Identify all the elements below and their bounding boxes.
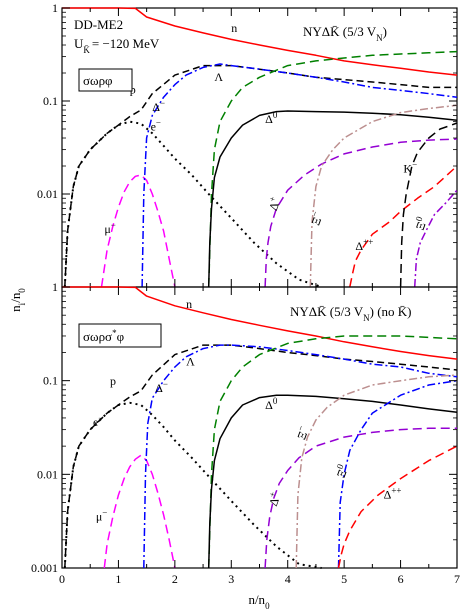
series-Delta+	[264, 427, 457, 569]
y-axis-title: ni/n0	[8, 288, 27, 312]
label-Delta+: Δ+	[264, 195, 283, 212]
y-tick-label: 0.1	[43, 94, 58, 108]
y-tick-label: 1	[52, 280, 58, 294]
label-Delta-: Δ−	[155, 379, 168, 395]
series-e-	[63, 120, 322, 288]
y-tick-label: 0.01	[37, 467, 58, 481]
series-mu-	[100, 174, 176, 288]
x-tick-label: 2	[172, 572, 178, 586]
bottom-mesons-label: σωρσ*φ	[83, 328, 124, 344]
top-mesons-label: σωρφ	[83, 73, 113, 88]
label-mu-: μ−	[96, 508, 108, 524]
series-Delta-	[143, 344, 458, 569]
x-tick-label: 0	[59, 572, 65, 586]
label-mu-: μ−	[104, 220, 116, 236]
series-Delta0	[207, 394, 458, 569]
x-tick-label: 5	[341, 572, 347, 586]
top-series-group	[62, 7, 458, 288]
label-Delta0: Δ0	[265, 396, 278, 412]
series-p	[64, 64, 457, 288]
series-Xi-	[295, 374, 458, 569]
label-Lambda: Λ	[186, 355, 195, 369]
series-Xi-	[309, 104, 458, 288]
series-K-	[399, 122, 458, 288]
x-tick-label: 7	[454, 572, 460, 586]
x-tick-label: 1	[115, 572, 121, 586]
x-tick-label: 3	[228, 572, 234, 586]
series-Xi0	[337, 379, 458, 569]
series-e-	[63, 401, 322, 569]
series-Delta++	[349, 165, 458, 288]
top-potential-label: UK̄ = −120 MeV	[74, 36, 160, 55]
label-Delta+: Δ+	[264, 490, 283, 507]
y-tick-label: 0.01	[37, 187, 58, 201]
series-Delta+	[264, 138, 458, 288]
label-n: n	[186, 297, 192, 311]
x-axis-title: n/n0	[248, 592, 270, 611]
bottom-composition-label: NYΔK̄ (5/3 VN) (no K̄)	[290, 304, 412, 323]
y-tick-label: 1	[52, 1, 58, 15]
top-composition-label: NYΔK̄ (5/3 VN)	[303, 24, 387, 43]
label-p: p	[130, 83, 136, 97]
label-n: n	[231, 21, 237, 35]
label-K-: K−	[403, 160, 417, 176]
label-e-: e−	[93, 413, 103, 429]
x-tick-label: 6	[398, 572, 404, 586]
label-Xi0: Ξ0	[332, 462, 351, 479]
y-tick-label: 0.001	[31, 561, 58, 575]
label-Xi-: Ξ−	[307, 210, 326, 227]
label-Lambda: Λ	[214, 70, 223, 84]
label-p: p	[110, 374, 116, 388]
label-Xi-: Ξ−	[292, 424, 311, 441]
series-p	[64, 344, 458, 569]
label-Delta++: Δ++	[355, 237, 373, 253]
x-tick-label: 4	[285, 572, 291, 586]
series-Delta++	[337, 445, 458, 569]
series-Lambda	[207, 50, 458, 288]
label-Delta0: Δ0	[265, 110, 278, 126]
y-tick-label: 0.1	[43, 374, 58, 388]
bottom-series-group	[62, 286, 458, 569]
label-e-: e−	[151, 118, 161, 134]
series-n	[62, 286, 458, 360]
bottom-mesons-box	[78, 323, 162, 348]
series-Xi0	[413, 189, 458, 288]
top-ticks-group: 1 0.1 0.01	[37, 1, 458, 288]
series-n	[62, 7, 458, 76]
top-model-label: DD-ME2	[74, 17, 123, 32]
label-Delta-: Δ−	[152, 98, 165, 114]
series-Delta-	[141, 63, 458, 288]
label-Delta++: Δ++	[384, 486, 402, 502]
top-mesons-box	[78, 68, 133, 92]
series-Delta0	[207, 110, 458, 288]
series-Lambda	[207, 335, 458, 569]
series-mu-	[103, 454, 176, 569]
